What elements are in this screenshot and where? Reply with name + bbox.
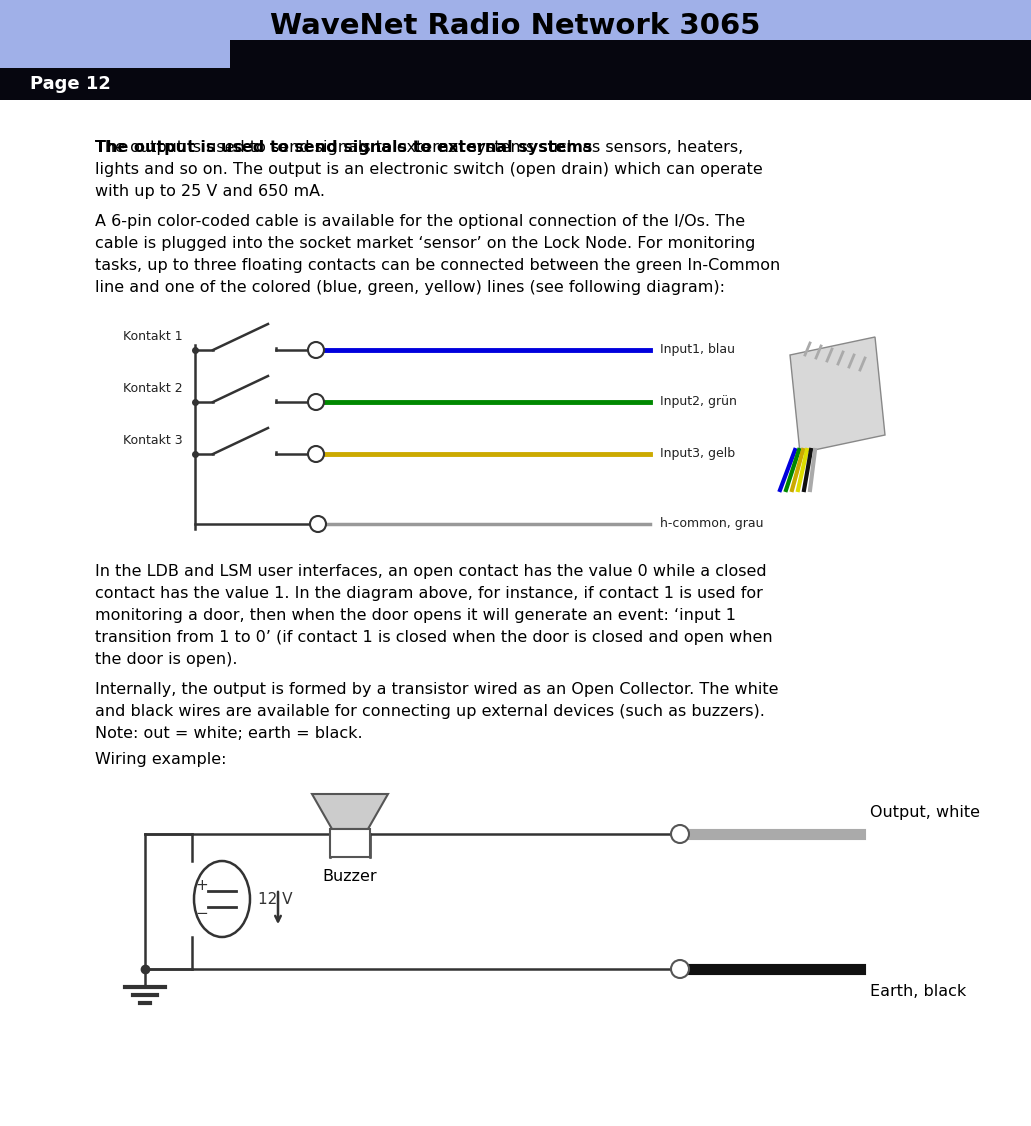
Text: line and one of the colored (blue, green, yellow) lines (see following diagram):: line and one of the colored (blue, green…: [95, 280, 725, 295]
Text: cable is plugged into the socket market ‘sensor’ on the Lock Node. For monitorin: cable is plugged into the socket market …: [95, 236, 756, 251]
Text: Note: out = white; earth = black.: Note: out = white; earth = black.: [95, 726, 363, 741]
Text: contact has the value 1. In the diagram above, for instance, if contact 1 is use: contact has the value 1. In the diagram …: [95, 586, 763, 601]
Circle shape: [671, 960, 689, 978]
Text: Kontakt 3: Kontakt 3: [124, 434, 182, 447]
Text: WaveNet Radio Network 3065: WaveNet Radio Network 3065: [270, 12, 760, 41]
Text: Wiring example:: Wiring example:: [95, 752, 227, 767]
Text: with up to 25 V and 650 mA.: with up to 25 V and 650 mA.: [95, 184, 325, 199]
Text: 12 V: 12 V: [258, 892, 293, 906]
Polygon shape: [790, 337, 885, 453]
FancyBboxPatch shape: [0, 68, 1031, 100]
Circle shape: [308, 394, 324, 410]
Text: −: −: [196, 905, 208, 920]
Text: In the LDB and LSM user interfaces, an open contact has the value 0 while a clos: In the LDB and LSM user interfaces, an o…: [95, 564, 767, 579]
Text: Kontakt 2: Kontakt 2: [124, 382, 182, 394]
Text: Page 12: Page 12: [30, 75, 111, 93]
Ellipse shape: [194, 861, 250, 937]
Circle shape: [308, 446, 324, 462]
Text: Output, white: Output, white: [870, 804, 980, 820]
Text: A 6-pin color-coded cable is available for the optional connection of the I/Os. : A 6-pin color-coded cable is available f…: [95, 214, 745, 229]
Polygon shape: [312, 794, 388, 829]
Text: The output is used to send signals to external systems such as sensors, heaters,: The output is used to send signals to ex…: [95, 140, 743, 155]
FancyBboxPatch shape: [330, 829, 370, 857]
Text: transition from 1 to 0’ (if contact 1 is closed when the door is closed and open: transition from 1 to 0’ (if contact 1 is…: [95, 631, 772, 645]
Text: lights and so on. The output is an electronic switch (open drain) which can oper: lights and so on. The output is an elect…: [95, 162, 763, 177]
Text: the door is open).: the door is open).: [95, 652, 237, 667]
Text: tasks, up to three floating contacts can be connected between the green In-Commo: tasks, up to three floating contacts can…: [95, 258, 780, 272]
Text: and black wires are available for connecting up external devices (such as buzzer: and black wires are available for connec…: [95, 704, 765, 720]
Text: Input2, grün: Input2, grün: [660, 395, 737, 409]
Text: Buzzer: Buzzer: [323, 869, 377, 884]
Text: monitoring a door, then when the door opens it will generate an event: ‘input 1: monitoring a door, then when the door op…: [95, 608, 736, 623]
Circle shape: [308, 342, 324, 358]
FancyBboxPatch shape: [230, 41, 1031, 68]
Text: The output is used to send signals to external systems: The output is used to send signals to ex…: [95, 140, 593, 155]
Text: Input3, gelb: Input3, gelb: [660, 447, 735, 461]
Circle shape: [671, 825, 689, 843]
Text: +: +: [196, 877, 208, 893]
Text: Input1, blau: Input1, blau: [660, 343, 735, 357]
Circle shape: [310, 516, 326, 531]
Text: Internally, the output is formed by a transistor wired as an Open Collector. The: Internally, the output is formed by a tr…: [95, 682, 778, 697]
FancyBboxPatch shape: [0, 0, 1031, 68]
Text: Earth, black: Earth, black: [870, 983, 966, 999]
Text: h-common, grau: h-common, grau: [660, 518, 764, 530]
Text: Kontakt 1: Kontakt 1: [124, 330, 182, 342]
